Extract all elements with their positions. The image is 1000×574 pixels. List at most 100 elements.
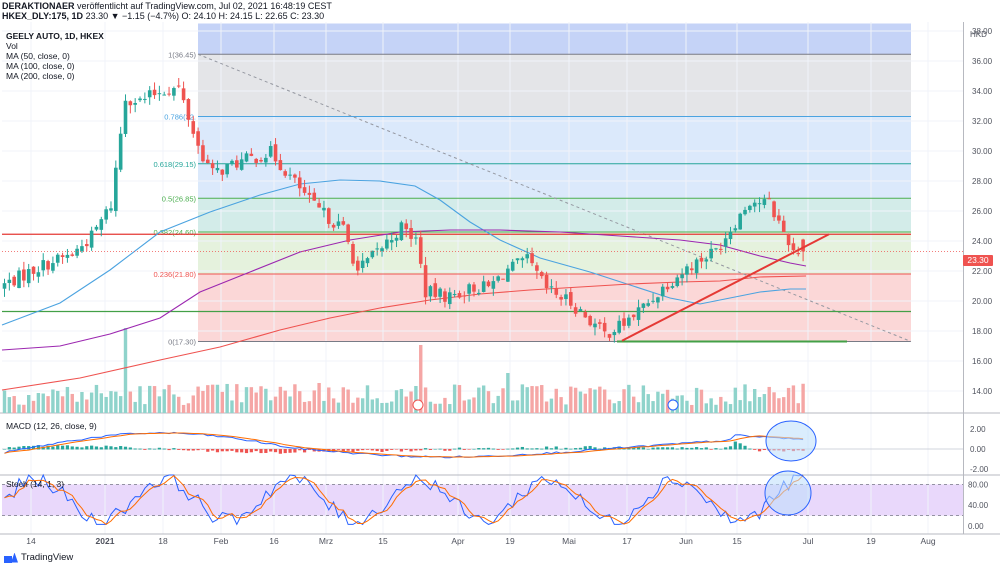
macd-hist-bar <box>7 447 11 450</box>
macd-hist-bar <box>302 449 307 453</box>
price-axis-label: 32.00 <box>972 117 993 126</box>
volume-bar <box>433 403 437 413</box>
price-axis-label: 22.00 <box>972 267 993 276</box>
volume-bar <box>186 403 191 413</box>
macd-hist-bar <box>670 447 675 450</box>
candle-body <box>389 240 394 243</box>
macd-hist-bar <box>733 441 737 450</box>
volume-bar <box>757 397 762 413</box>
macd-hist-bar <box>394 449 399 450</box>
macd-hist-bar <box>535 448 539 450</box>
macd-hist-bar <box>264 449 268 453</box>
volume-bar <box>583 393 587 413</box>
volume-bar <box>370 399 375 413</box>
chart-header: DERAKTIONAER veröffentlicht auf TradingV… <box>2 1 332 11</box>
volume-bar <box>632 396 636 413</box>
volume-bar <box>772 392 776 413</box>
candle-body <box>452 294 457 296</box>
candle-body <box>573 307 578 314</box>
volume-bar <box>336 402 341 413</box>
volume-bar <box>399 388 404 413</box>
candle-body <box>399 222 404 241</box>
candle-body <box>12 276 16 286</box>
macd-hist-bar <box>206 449 210 452</box>
candle-body <box>704 259 709 262</box>
macd-hist-bar <box>240 449 244 453</box>
macd-hist-bar <box>288 449 292 453</box>
candle-body <box>259 160 263 162</box>
candle-body <box>409 228 413 239</box>
candle-body <box>767 198 772 200</box>
volume-bar <box>351 402 355 413</box>
volume-bar <box>85 399 89 413</box>
volume-bar <box>636 402 641 413</box>
candle-body <box>191 121 196 134</box>
candle-body <box>685 266 689 275</box>
time-axis-label: 19 <box>505 536 515 546</box>
fib-zone-3 <box>198 198 911 232</box>
volume-bar <box>138 386 142 413</box>
volume-bar <box>167 384 171 413</box>
volume-bar <box>283 390 287 413</box>
legend-ma50[interactable]: MA (50, close, 0) <box>6 51 70 61</box>
candle-body <box>641 303 646 308</box>
fib-zone-red <box>198 274 911 342</box>
volume-bar <box>356 397 360 413</box>
legend-title: GEELY AUTO, 1D, HKEX <box>6 31 104 41</box>
legend-vol[interactable]: Vol <box>6 41 18 51</box>
volume-bar <box>723 401 728 413</box>
macd-hist-bar <box>690 447 694 450</box>
macd-hist-bar <box>728 446 733 450</box>
macd-hist-bar <box>399 449 403 452</box>
volume-bar <box>201 390 205 413</box>
volume-bar <box>646 394 650 413</box>
candle-body <box>675 277 680 287</box>
candle-body <box>539 272 544 277</box>
macd-hist-bar <box>453 448 457 450</box>
publisher: DERAKTIONAER <box>2 1 75 11</box>
candle-body <box>239 159 244 170</box>
macd-hist-bar <box>699 448 704 450</box>
volume-bar <box>501 388 505 413</box>
stoch-title[interactable]: Stoch (14, 1, 3) <box>6 479 65 489</box>
volume-bar <box>588 388 592 413</box>
macd-hist-bar <box>41 446 45 450</box>
macd-hist-bar <box>181 449 186 451</box>
macd-hist-bar <box>273 449 278 453</box>
macd-hist-bar <box>549 448 554 450</box>
candle-body <box>496 276 500 281</box>
candle-body <box>568 292 573 306</box>
legend-ma200[interactable]: MA (200, close, 0) <box>6 71 75 81</box>
candle-body <box>404 223 409 230</box>
time-axis-label: Mrz <box>319 536 333 546</box>
macd-hist-bar <box>17 446 21 450</box>
tradingview-icon <box>4 553 18 563</box>
legend-ma100[interactable]: MA (100, close, 0) <box>6 61 75 71</box>
candle-body <box>317 203 321 208</box>
macd-hist-bar <box>12 447 16 450</box>
candle-body <box>612 331 617 336</box>
candle-body <box>375 248 379 250</box>
volume-bar <box>612 403 617 413</box>
candle-body <box>133 103 137 105</box>
candle-body <box>457 293 462 298</box>
volume-bar <box>627 384 631 413</box>
fib-label: 0.5(26.85) <box>162 194 197 203</box>
candle-body <box>326 208 331 224</box>
macd-axis-label: 2.00 <box>970 425 986 434</box>
event-badge-e <box>412 399 424 411</box>
macd-title[interactable]: MACD (12, 26, close, 9) <box>6 421 97 431</box>
macd-hist-bar <box>544 446 549 450</box>
candle-body <box>709 248 713 259</box>
candle-body <box>302 187 307 193</box>
candle-body <box>99 219 104 230</box>
volume-bar <box>791 385 796 413</box>
volume-bar <box>472 397 476 413</box>
volume-bar <box>235 384 239 413</box>
volume-bar <box>230 400 234 413</box>
volume-bar <box>661 393 665 413</box>
macd-hist-bar <box>385 449 389 451</box>
fib-label: 0.382(24.60) <box>153 228 196 237</box>
tradingview-logo[interactable]: TradingView <box>4 552 73 563</box>
